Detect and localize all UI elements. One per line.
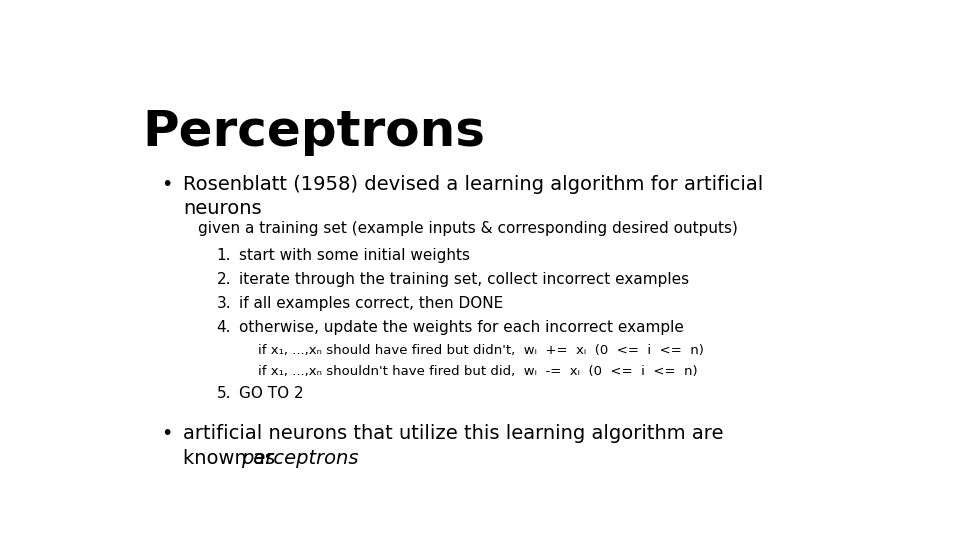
Text: if x₁, ...,xₙ should have fired but didn't,  wᵢ  +=  xᵢ  (0  <=  i  <=  n): if x₁, ...,xₙ should have fired but didn… [257, 344, 704, 357]
Text: •: • [161, 175, 172, 194]
Text: 1.: 1. [217, 248, 231, 263]
Text: start with some initial weights: start with some initial weights [239, 248, 470, 263]
Text: 3.: 3. [217, 296, 231, 311]
Text: perceptrons: perceptrons [241, 449, 359, 468]
Text: 4.: 4. [217, 320, 231, 335]
Text: otherwise, update the weights for each incorrect example: otherwise, update the weights for each i… [239, 320, 684, 335]
Text: neurons: neurons [183, 199, 262, 218]
Text: 5.: 5. [217, 386, 231, 401]
Text: Rosenblatt (1958) devised a learning algorithm for artificial: Rosenblatt (1958) devised a learning alg… [183, 175, 763, 194]
Text: known as: known as [183, 449, 281, 468]
Text: Perceptrons: Perceptrons [142, 109, 485, 157]
Text: iterate through the training set, collect incorrect examples: iterate through the training set, collec… [239, 272, 689, 287]
Text: 2.: 2. [217, 272, 231, 287]
Text: artificial neurons that utilize this learning algorithm are: artificial neurons that utilize this lea… [183, 424, 724, 443]
Text: •: • [161, 424, 172, 443]
Text: GO TO 2: GO TO 2 [239, 386, 303, 401]
Text: given a training set (example inputs & corresponding desired outputs): given a training set (example inputs & c… [198, 221, 738, 236]
Text: if all examples correct, then DONE: if all examples correct, then DONE [239, 296, 503, 311]
Text: if x₁, ...,xₙ shouldn't have fired but did,  wᵢ  -=  xᵢ  (0  <=  i  <=  n): if x₁, ...,xₙ shouldn't have fired but d… [257, 365, 697, 378]
